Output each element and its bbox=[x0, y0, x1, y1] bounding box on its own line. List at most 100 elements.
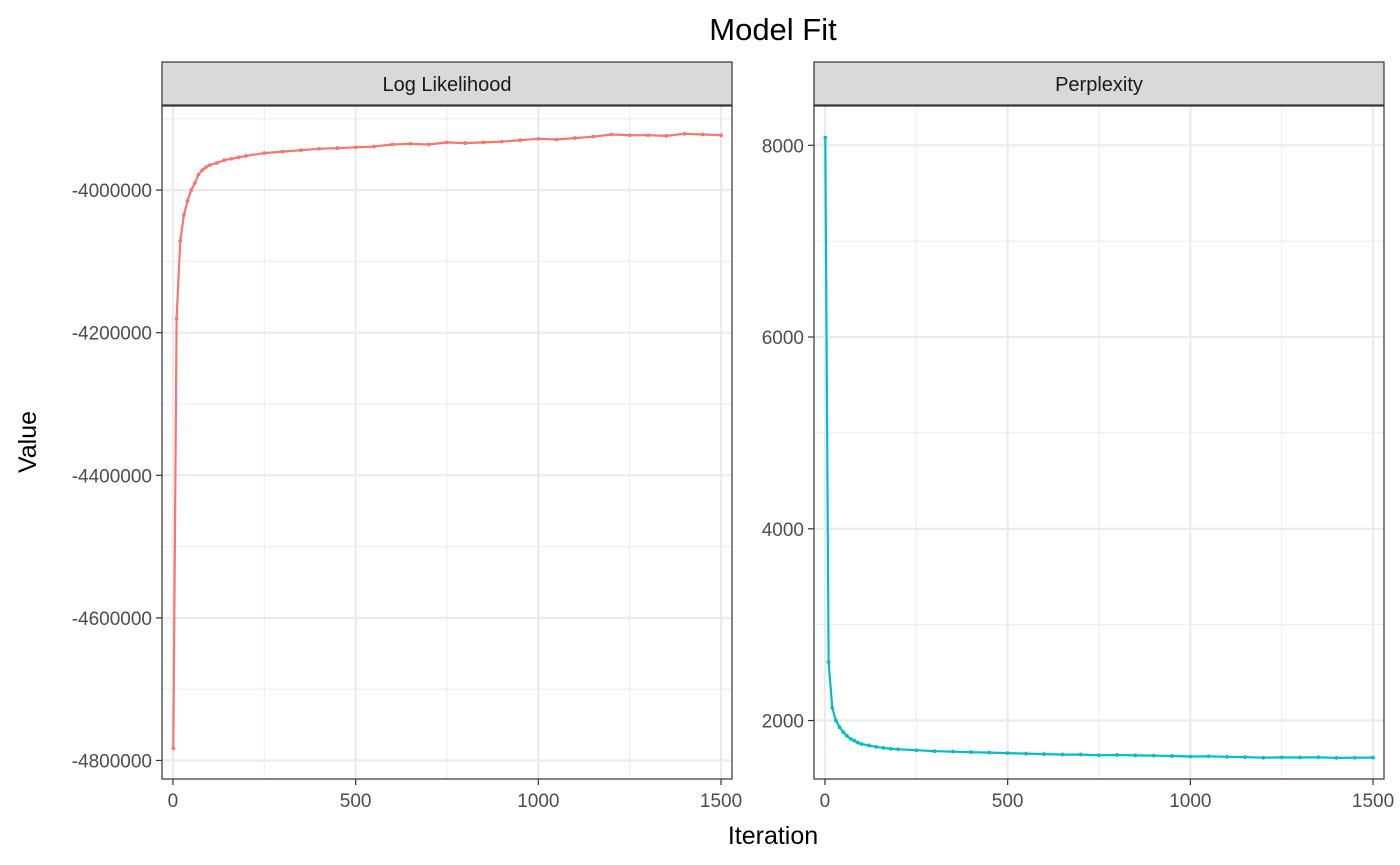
data-point bbox=[229, 156, 234, 161]
data-point bbox=[609, 132, 614, 137]
strip-perplexity bbox=[813, 61, 1385, 106]
data-point bbox=[408, 141, 413, 146]
y-tick-label: 2000 bbox=[762, 712, 804, 733]
data-point bbox=[700, 132, 705, 137]
y-tick-label: 8000 bbox=[762, 136, 804, 157]
y-tick-label: 6000 bbox=[762, 328, 804, 349]
data-point bbox=[1279, 755, 1284, 760]
data-point bbox=[426, 142, 431, 147]
plot-border-perplexity bbox=[813, 105, 1385, 780]
data-point bbox=[1261, 755, 1266, 760]
data-point bbox=[1151, 753, 1156, 758]
data-point bbox=[174, 316, 179, 321]
data-point bbox=[262, 151, 267, 155]
x-tick-label: 1000 bbox=[517, 791, 559, 812]
x-tick-label: 1500 bbox=[1352, 791, 1394, 812]
data-point bbox=[189, 188, 194, 193]
data-point bbox=[317, 146, 322, 151]
data-point bbox=[353, 145, 358, 150]
data-point bbox=[682, 131, 687, 136]
data-point bbox=[830, 706, 835, 710]
data-point bbox=[826, 660, 831, 664]
data-point bbox=[390, 142, 395, 147]
data-point bbox=[844, 733, 849, 738]
data-point bbox=[719, 133, 723, 138]
data-point bbox=[896, 747, 900, 752]
y-tick-label: -4200000 bbox=[72, 324, 152, 345]
data-point bbox=[866, 743, 871, 748]
data-point bbox=[1188, 754, 1193, 759]
panel-log-likelihood: Log Likelihood 0 500 1000 1500 -4800000 -4600… bbox=[72, 61, 742, 812]
data-point bbox=[1243, 755, 1248, 760]
data-point bbox=[1042, 752, 1047, 756]
data-point bbox=[1133, 753, 1138, 758]
data-point bbox=[1170, 754, 1174, 758]
x-axis-title: Iteration bbox=[728, 822, 818, 850]
x-tick-label: 1000 bbox=[1169, 791, 1211, 812]
data-point bbox=[236, 155, 241, 160]
x-tick-label: 500 bbox=[340, 791, 372, 812]
data-point bbox=[1078, 752, 1083, 757]
data-point bbox=[298, 148, 303, 153]
data-point bbox=[192, 181, 197, 185]
data-point bbox=[178, 238, 183, 243]
data-point bbox=[182, 213, 186, 217]
data-point bbox=[1371, 755, 1375, 760]
data-point bbox=[1298, 755, 1302, 760]
data-point bbox=[987, 750, 992, 755]
data-point bbox=[207, 163, 212, 168]
data-point bbox=[646, 133, 650, 138]
grid-perplexity bbox=[814, 106, 1384, 779]
data-point bbox=[171, 746, 176, 751]
grid-log-likelihood bbox=[162, 106, 732, 779]
y-axis-title: Value bbox=[14, 411, 42, 473]
data-point bbox=[841, 730, 846, 734]
data-point bbox=[1005, 751, 1010, 756]
chart-title: Model Fit bbox=[709, 12, 837, 47]
data-point bbox=[837, 725, 842, 730]
data-point bbox=[554, 137, 559, 142]
y-tick-label: -4400000 bbox=[72, 466, 152, 487]
data-point bbox=[950, 749, 955, 754]
data-point bbox=[196, 172, 201, 177]
y-tick-label: -4600000 bbox=[72, 609, 152, 630]
series-perplexity bbox=[823, 135, 1375, 760]
data-point bbox=[445, 140, 449, 145]
data-point bbox=[914, 748, 919, 753]
strip-label-log-likelihood: Log Likelihood bbox=[383, 74, 512, 96]
x-tick-label: 0 bbox=[820, 791, 831, 812]
data-point bbox=[848, 736, 853, 741]
data-point bbox=[372, 144, 376, 149]
data-point bbox=[200, 168, 205, 173]
strip-log-likelihood bbox=[161, 61, 733, 106]
x-tick-label: 0 bbox=[168, 791, 179, 812]
data-point bbox=[823, 135, 828, 140]
data-point bbox=[1115, 753, 1120, 757]
panel-perplexity: Perplexity 0 500 1000 1500 2000 4000 6000 8000 bbox=[762, 61, 1394, 812]
data-point bbox=[627, 133, 632, 138]
plot-border-log-likelihood bbox=[161, 105, 733, 780]
data-point bbox=[874, 744, 879, 749]
data-point bbox=[834, 718, 838, 723]
data-point bbox=[222, 158, 227, 163]
x-tick-label: 500 bbox=[992, 791, 1024, 812]
y-tick-label: -4000000 bbox=[72, 181, 152, 202]
data-point bbox=[280, 149, 285, 154]
y-tick-label: -4800000 bbox=[72, 751, 152, 772]
data-point bbox=[499, 139, 504, 144]
axes-log-likelihood: 0 500 1000 1500 -4800000 -4600000 -4400000 -420… bbox=[72, 181, 742, 812]
data-point bbox=[932, 749, 937, 754]
data-point bbox=[1060, 752, 1065, 757]
data-point bbox=[1024, 751, 1028, 756]
data-point bbox=[185, 198, 190, 203]
data-point bbox=[244, 154, 248, 158]
data-point bbox=[481, 140, 486, 145]
x-tick-label: 1500 bbox=[700, 791, 742, 812]
data-point bbox=[463, 141, 468, 145]
y-tick-label: 4000 bbox=[762, 520, 804, 541]
data-point bbox=[591, 134, 596, 139]
data-point bbox=[536, 136, 541, 141]
data-point bbox=[664, 134, 669, 138]
axes-perplexity: 0 500 1000 1500 2000 4000 6000 8000 bbox=[762, 136, 1394, 812]
